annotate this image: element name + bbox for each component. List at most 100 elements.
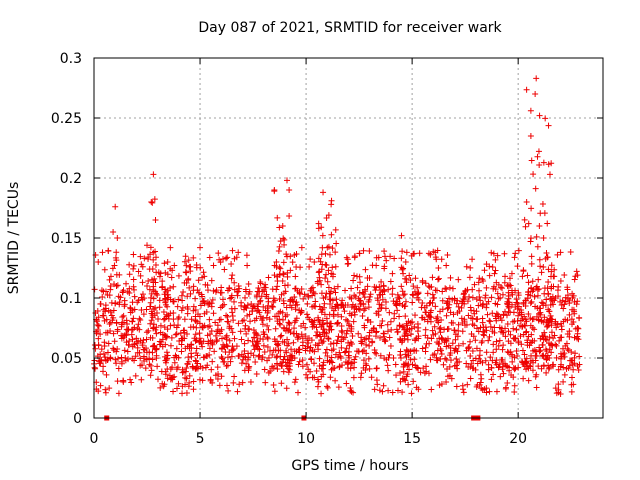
data-point bbox=[387, 318, 394, 325]
data-point bbox=[372, 329, 379, 336]
data-point bbox=[424, 334, 431, 341]
data-point bbox=[304, 343, 311, 350]
data-point bbox=[167, 310, 174, 317]
data-point bbox=[299, 339, 306, 346]
data-point bbox=[179, 383, 186, 390]
data-point bbox=[415, 365, 422, 372]
data-point bbox=[143, 306, 150, 313]
data-point bbox=[365, 355, 372, 362]
data-point bbox=[271, 388, 278, 395]
data-point bbox=[531, 326, 538, 333]
data-point bbox=[153, 310, 160, 317]
data-point bbox=[445, 304, 452, 311]
data-point bbox=[332, 226, 339, 233]
data-point bbox=[165, 315, 172, 322]
data-point bbox=[112, 300, 119, 307]
data-point bbox=[404, 336, 411, 343]
data-point bbox=[339, 297, 346, 304]
data-point bbox=[285, 340, 292, 347]
data-point bbox=[229, 312, 236, 319]
data-point bbox=[124, 348, 131, 355]
data-point bbox=[571, 354, 578, 361]
data-point bbox=[505, 328, 512, 335]
data-point bbox=[253, 371, 260, 378]
data-point bbox=[419, 299, 426, 306]
data-point bbox=[520, 300, 527, 307]
data-point bbox=[301, 291, 308, 298]
data-point bbox=[277, 265, 284, 272]
data-point bbox=[209, 341, 216, 348]
data-point bbox=[135, 297, 142, 304]
data-point bbox=[568, 388, 575, 395]
data-point bbox=[503, 312, 510, 319]
data-point bbox=[333, 340, 340, 347]
data-point bbox=[309, 319, 316, 325]
data-point bbox=[327, 323, 334, 330]
data-point bbox=[366, 365, 373, 372]
data-point bbox=[483, 261, 490, 268]
data-point bbox=[445, 342, 452, 349]
data-point bbox=[159, 283, 166, 290]
data-point bbox=[280, 300, 287, 307]
data-point bbox=[235, 353, 242, 360]
data-point bbox=[186, 284, 193, 291]
data-point bbox=[312, 298, 319, 305]
data-point bbox=[190, 378, 197, 385]
data-point bbox=[525, 220, 532, 227]
data-point bbox=[181, 279, 188, 286]
data-point bbox=[527, 363, 534, 370]
data-point bbox=[266, 316, 273, 323]
data-point bbox=[241, 348, 248, 355]
data-point bbox=[238, 302, 245, 309]
data-point bbox=[399, 302, 406, 309]
data-point bbox=[156, 304, 163, 311]
data-point bbox=[429, 327, 436, 334]
data-point bbox=[325, 284, 332, 291]
data-point bbox=[182, 269, 189, 276]
data-point bbox=[482, 357, 489, 364]
data-point bbox=[292, 273, 299, 280]
data-point bbox=[543, 369, 550, 376]
data-point bbox=[127, 376, 134, 383]
data-point bbox=[324, 278, 331, 285]
x-tick-label: 0 bbox=[90, 431, 99, 447]
data-point bbox=[199, 377, 206, 384]
data-point bbox=[370, 325, 377, 332]
data-point bbox=[379, 318, 386, 325]
data-point bbox=[264, 344, 271, 351]
data-point bbox=[436, 335, 443, 342]
data-point bbox=[502, 273, 509, 280]
data-point bbox=[447, 350, 454, 357]
data-point bbox=[479, 359, 486, 366]
data-point bbox=[412, 312, 419, 319]
data-point bbox=[219, 355, 226, 362]
data-point bbox=[228, 275, 235, 282]
data-point bbox=[407, 277, 414, 284]
data-point bbox=[280, 368, 287, 375]
data-point bbox=[139, 339, 146, 346]
data-point bbox=[495, 281, 502, 288]
data-point bbox=[537, 305, 544, 312]
data-point bbox=[101, 343, 108, 349]
data-point bbox=[396, 322, 403, 329]
data-point bbox=[115, 355, 122, 362]
data-point bbox=[280, 324, 287, 331]
data-point bbox=[561, 301, 568, 308]
data-point bbox=[397, 351, 404, 358]
data-point bbox=[510, 309, 517, 316]
data-point bbox=[206, 316, 213, 323]
data-point bbox=[291, 354, 298, 361]
data-point bbox=[453, 355, 460, 362]
data-point bbox=[407, 319, 414, 326]
data-point bbox=[297, 290, 304, 297]
data-point bbox=[345, 339, 352, 346]
data-point bbox=[297, 264, 304, 271]
data-point bbox=[147, 299, 154, 306]
data-point bbox=[555, 389, 562, 396]
data-point bbox=[347, 339, 354, 346]
data-point bbox=[315, 255, 322, 262]
data-point bbox=[199, 364, 206, 371]
data-point bbox=[496, 337, 503, 344]
data-point bbox=[343, 345, 350, 352]
data-point bbox=[487, 318, 494, 325]
